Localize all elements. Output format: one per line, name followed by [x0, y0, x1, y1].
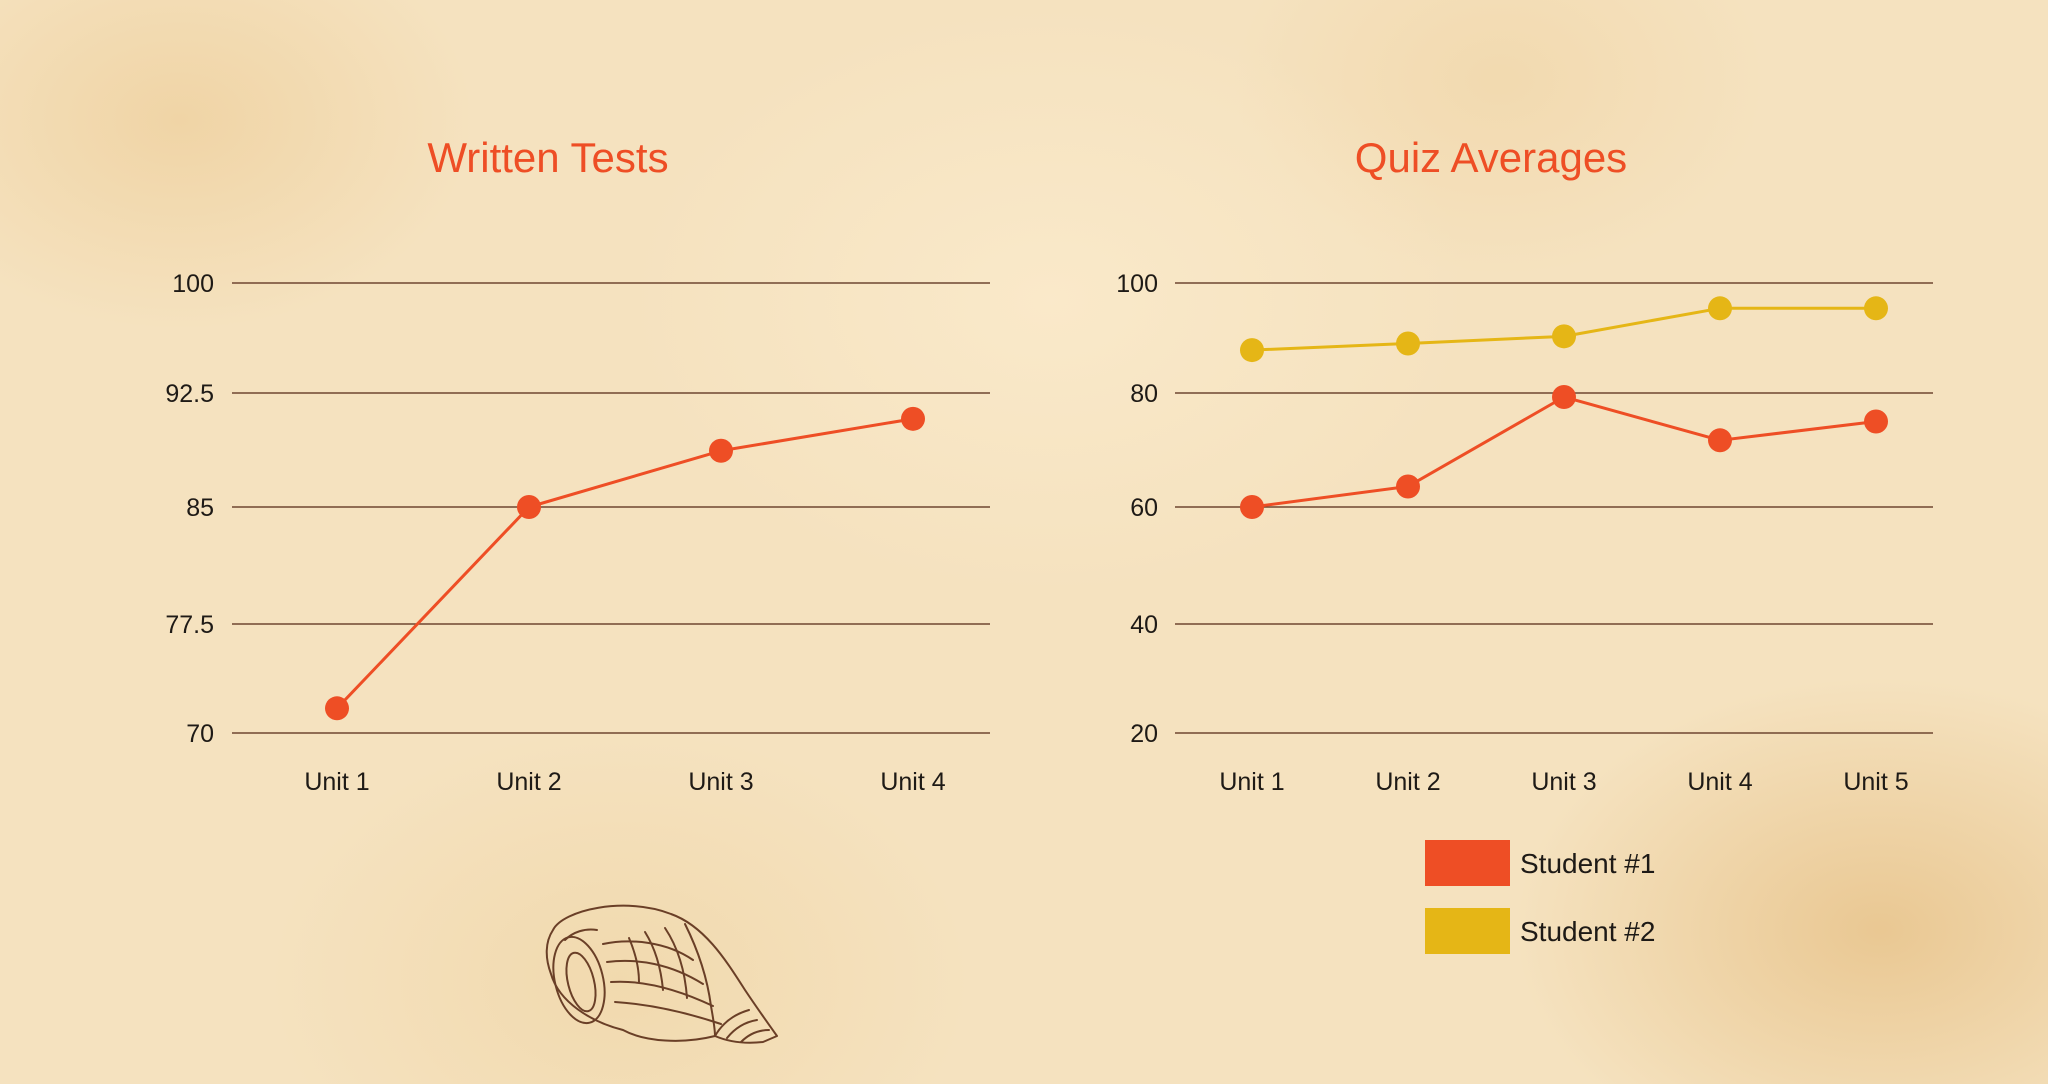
quiz-averages-data-point — [1708, 428, 1732, 453]
quiz-averages-chart: Quiz Averages 20 40 60 80 100 Unit 1 Unit 2 Unit… — [1116, 134, 1933, 796]
quiz-averages-data-point — [1708, 296, 1732, 321]
quiz-averages-data-point — [1864, 296, 1888, 321]
seashell-icon — [545, 904, 778, 1044]
legend-label-student-1: Student #1 — [1520, 848, 1655, 879]
written-tests-title: Written Tests — [427, 134, 668, 181]
written-tests-data-point — [709, 438, 733, 463]
chart-legend: Student #1 Student #2 — [1425, 840, 1655, 954]
quiz-averages-y-tick-label: 100 — [1116, 270, 1158, 298]
quiz-averages-x-tick-label: Unit 4 — [1687, 768, 1752, 796]
written-tests-chart: Written Tests 70 77.5 85 92.5 100 Unit 1 Unit 2… — [165, 134, 990, 796]
quiz-averages-data-point — [1864, 409, 1888, 434]
written-tests-x-tick-label: Unit 2 — [496, 768, 561, 796]
quiz-averages-title: Quiz Averages — [1355, 134, 1627, 181]
quiz-averages-data-point — [1552, 384, 1576, 409]
written-tests-y-tick-label: 92.5 — [165, 380, 214, 408]
quiz-averages-data-point — [1240, 338, 1264, 363]
written-tests-data-point — [325, 696, 349, 721]
written-tests-x-tick-label: Unit 1 — [304, 768, 369, 796]
quiz-averages-data-point — [1240, 495, 1264, 519]
legend-label-student-2: Student #2 — [1520, 916, 1655, 947]
written-tests-data-point — [517, 495, 541, 519]
written-tests-series-line-1 — [335, 417, 914, 710]
quiz-averages-x-tick-label: Unit 1 — [1219, 768, 1284, 796]
quiz-averages-data-point — [1396, 331, 1420, 356]
written-tests-y-tick-label: 100 — [172, 270, 214, 298]
legend-swatch-student-1 — [1425, 840, 1510, 886]
quiz-averages-x-tick-label: Unit 5 — [1843, 768, 1908, 796]
quiz-averages-y-tick-label: 60 — [1130, 494, 1158, 522]
legend-swatch-student-2 — [1425, 908, 1510, 954]
quiz-averages-x-tick-label: Unit 2 — [1375, 768, 1440, 796]
written-tests-y-tick-label: 77.5 — [165, 611, 214, 639]
written-tests-y-tick-label: 85 — [186, 494, 214, 522]
quiz-averages-y-tick-label: 40 — [1130, 611, 1158, 639]
quiz-averages-series-line-1 — [1251, 395, 1877, 509]
written-tests-x-tick-label: Unit 3 — [688, 768, 753, 796]
written-tests-x-tick-label: Unit 4 — [880, 768, 945, 796]
quiz-averages-data-point — [1396, 474, 1420, 499]
quiz-averages-y-tick-label: 20 — [1130, 720, 1158, 748]
quiz-averages-data-point — [1552, 324, 1576, 349]
quiz-averages-y-tick-label: 80 — [1130, 380, 1158, 408]
written-tests-y-tick-label: 70 — [186, 720, 214, 748]
quiz-averages-x-tick-label: Unit 3 — [1531, 768, 1596, 796]
written-tests-data-point — [901, 406, 925, 431]
